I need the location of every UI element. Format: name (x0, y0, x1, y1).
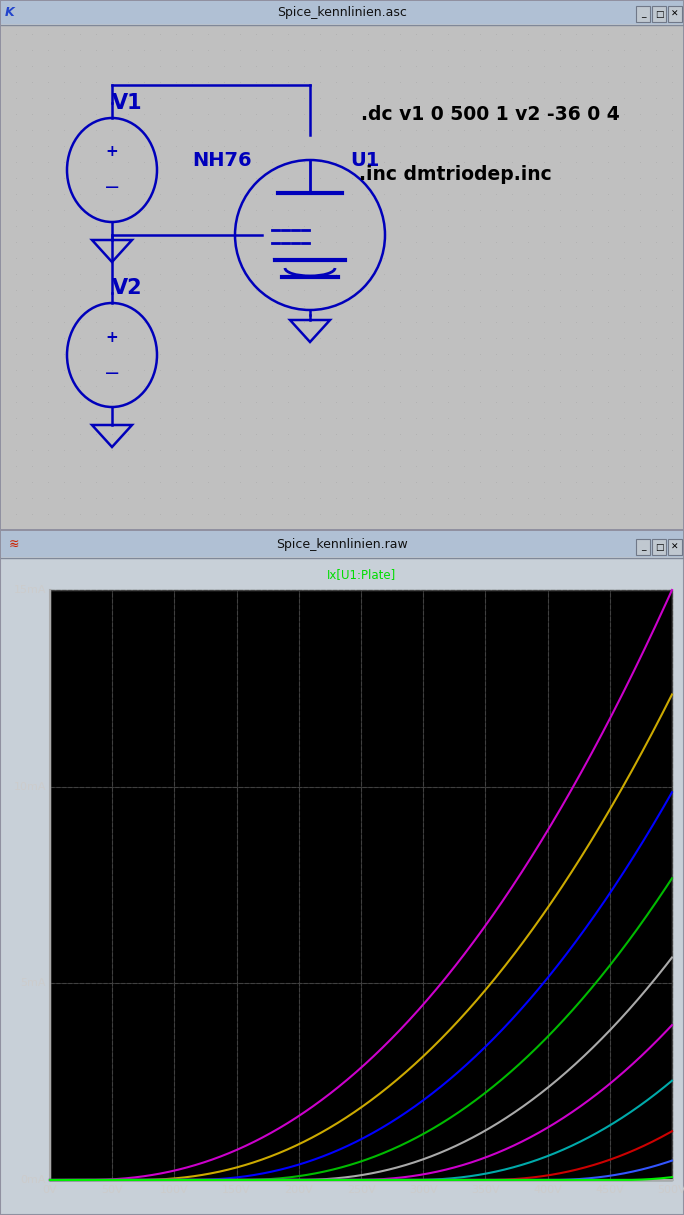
Text: U1: U1 (350, 151, 380, 170)
FancyBboxPatch shape (0, 0, 684, 530)
Text: +: + (105, 145, 118, 159)
Text: .dc v1 0 500 1 v2 -36 0 4: .dc v1 0 500 1 v2 -36 0 4 (360, 106, 620, 124)
FancyBboxPatch shape (1, 26, 683, 529)
Text: 10mA: 10mA (14, 781, 46, 792)
Text: 450V: 450V (596, 1185, 624, 1196)
Text: □: □ (655, 543, 663, 552)
Text: V2: V2 (111, 278, 142, 298)
Text: 350V: 350V (471, 1185, 500, 1196)
FancyBboxPatch shape (652, 6, 666, 22)
Text: 100V: 100V (160, 1185, 189, 1196)
FancyBboxPatch shape (636, 6, 650, 22)
Text: 200V: 200V (285, 1185, 313, 1196)
FancyBboxPatch shape (1, 1, 683, 24)
Text: Ix[U1:Plate]: Ix[U1:Plate] (326, 569, 395, 582)
FancyBboxPatch shape (652, 539, 666, 555)
Text: −: − (104, 363, 120, 383)
Text: 150V: 150V (222, 1185, 251, 1196)
Text: 15mA: 15mA (14, 584, 46, 595)
FancyBboxPatch shape (1, 531, 683, 556)
Text: NH76: NH76 (192, 151, 252, 170)
Text: □: □ (655, 10, 663, 18)
FancyBboxPatch shape (668, 6, 682, 22)
Text: K: K (5, 6, 15, 19)
Text: Spice_kennlinien.raw: Spice_kennlinien.raw (276, 537, 408, 550)
FancyBboxPatch shape (668, 539, 682, 555)
Text: 250V: 250V (347, 1185, 376, 1196)
FancyBboxPatch shape (636, 539, 650, 555)
Text: .inc dmtriodep.inc: .inc dmtriodep.inc (358, 165, 551, 185)
Text: 5mA: 5mA (21, 978, 46, 988)
Text: 500V: 500V (658, 1185, 684, 1196)
Text: 50V: 50V (101, 1185, 123, 1196)
Text: 300V: 300V (409, 1185, 438, 1196)
Text: ✕: ✕ (671, 543, 679, 552)
Text: Spice_kennlinien.asc: Spice_kennlinien.asc (277, 6, 407, 19)
Text: −: − (104, 179, 120, 198)
Text: _: _ (641, 10, 645, 18)
FancyBboxPatch shape (50, 590, 672, 1180)
Text: 400V: 400V (534, 1185, 562, 1196)
Text: 0V: 0V (42, 1185, 57, 1196)
Text: ✕: ✕ (671, 10, 679, 18)
Text: 0mA: 0mA (21, 1175, 46, 1185)
Text: V1: V1 (111, 94, 142, 113)
Text: ≋: ≋ (9, 537, 19, 550)
Text: _: _ (641, 543, 645, 552)
FancyBboxPatch shape (0, 530, 684, 1215)
Text: +: + (105, 329, 118, 345)
